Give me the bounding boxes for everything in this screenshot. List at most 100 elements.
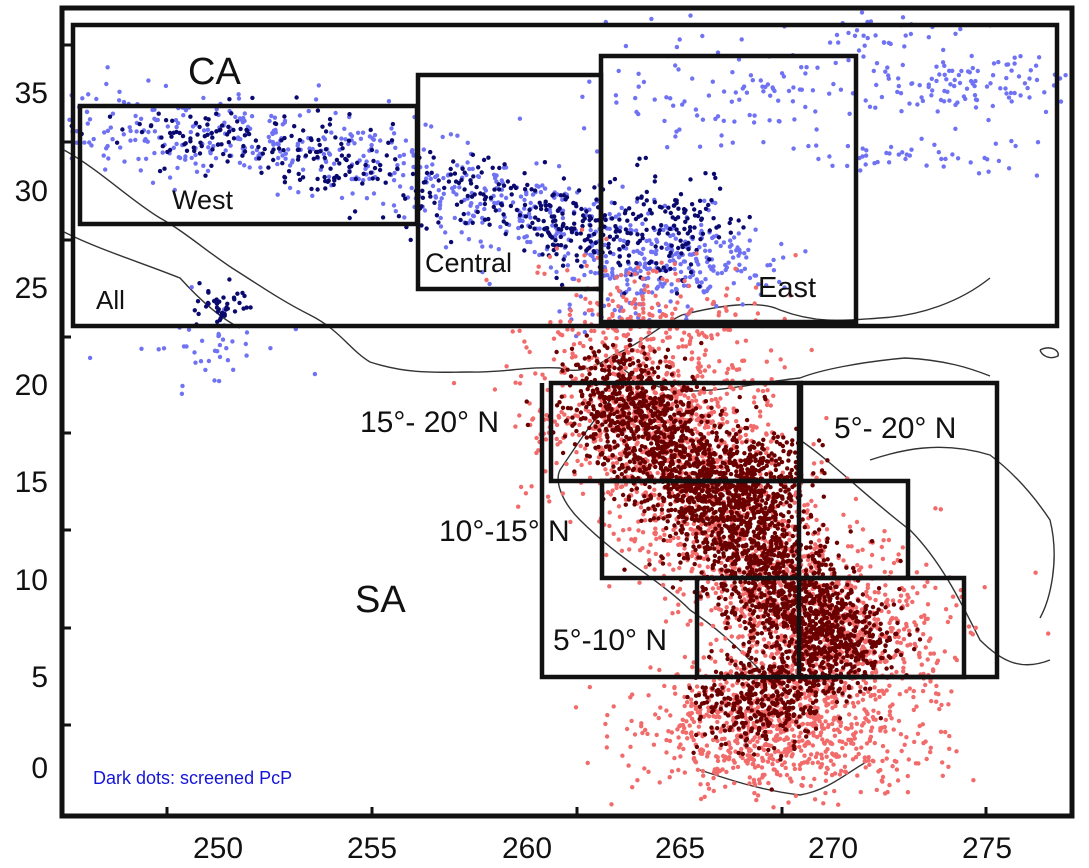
quake-dot xyxy=(286,147,291,152)
quake-dot xyxy=(646,769,651,774)
quake-dot xyxy=(801,775,806,781)
quake-dot xyxy=(803,71,808,76)
quake-dot xyxy=(694,412,699,417)
quake-dot xyxy=(87,140,92,145)
quake-dot xyxy=(326,174,332,179)
quake-dot xyxy=(747,781,752,786)
screened-dot xyxy=(648,408,654,414)
quake-dot xyxy=(855,549,861,554)
screened-dot xyxy=(622,291,627,296)
quake-dot xyxy=(872,678,878,683)
quake-dot xyxy=(748,423,754,429)
quake-dot xyxy=(743,338,749,343)
quake-dot xyxy=(797,734,802,739)
quake-dot xyxy=(841,558,846,563)
screened-dot xyxy=(217,317,222,323)
quake-dot xyxy=(730,255,736,260)
screened-dot xyxy=(716,235,722,240)
quake-dot xyxy=(647,330,652,335)
quake-dot xyxy=(737,262,742,267)
quake-dot xyxy=(771,257,776,263)
quake-dot xyxy=(389,126,394,131)
quake-dot xyxy=(808,697,813,703)
quake-dot xyxy=(711,770,717,775)
screened-dot xyxy=(656,231,661,236)
quake-dot xyxy=(914,704,919,709)
quake-dot xyxy=(900,15,906,20)
quake-dot xyxy=(768,93,773,98)
quake-dot xyxy=(118,145,123,150)
screened-dot xyxy=(327,117,333,122)
quake-dot xyxy=(571,342,577,347)
quake-dot xyxy=(744,90,750,95)
quake-dot xyxy=(138,168,143,173)
quake-dot xyxy=(669,282,674,287)
screened-dot xyxy=(549,214,554,219)
quake-dot xyxy=(705,782,710,787)
quake-dot xyxy=(624,298,629,303)
quake-dot xyxy=(895,89,900,95)
quake-dot xyxy=(682,703,687,709)
quake-dot xyxy=(793,793,798,798)
quake-dot xyxy=(604,236,609,242)
quake-dot xyxy=(752,780,757,785)
screened-dot xyxy=(210,135,215,140)
quake-dot xyxy=(647,238,652,243)
quake-dot xyxy=(87,117,93,122)
screened-dot xyxy=(353,176,359,182)
quake-dot xyxy=(858,789,863,795)
quake-dot xyxy=(883,69,888,74)
quake-dot xyxy=(275,161,280,167)
screened-dot xyxy=(396,214,402,219)
quake-dot xyxy=(850,757,856,762)
screened-dot xyxy=(714,225,719,230)
screened-dot xyxy=(226,140,231,145)
quake-dot xyxy=(709,267,714,272)
quake-dot xyxy=(706,431,711,436)
screened-dot xyxy=(280,161,285,166)
quake-dot xyxy=(699,222,704,228)
screened-dot xyxy=(508,185,514,191)
screened-dot xyxy=(673,198,678,203)
screened-dot xyxy=(300,175,306,180)
quake-dot xyxy=(901,627,907,632)
quake-dot xyxy=(873,33,878,38)
quake-dot xyxy=(667,738,673,744)
quake-dot xyxy=(152,116,157,122)
quake-dot xyxy=(708,524,713,530)
quake-dot xyxy=(697,270,703,275)
quake-dot xyxy=(813,109,818,114)
screened-dot xyxy=(328,166,333,171)
quake-dot xyxy=(731,406,736,411)
quake-dot xyxy=(681,746,686,752)
screened-dot xyxy=(336,175,342,181)
quake-dot xyxy=(656,715,661,721)
screened-dot xyxy=(533,205,539,210)
quake-dot xyxy=(699,280,704,285)
screened-dot xyxy=(658,359,663,364)
screened-dot xyxy=(163,118,169,123)
quake-dot xyxy=(897,599,902,604)
quake-dot xyxy=(289,160,295,165)
quake-dot xyxy=(919,662,924,667)
quake-dot xyxy=(990,103,995,109)
screened-dot xyxy=(297,137,303,143)
quake-dot xyxy=(901,637,907,642)
quake-dot xyxy=(134,129,139,134)
quake-dot xyxy=(665,538,670,543)
quake-dot xyxy=(824,415,829,421)
quake-dot xyxy=(562,412,567,417)
quake-dot xyxy=(746,247,751,253)
quake-dot xyxy=(726,687,731,693)
quake-dot xyxy=(364,196,370,201)
quake-dot xyxy=(778,730,784,735)
quake-dot xyxy=(604,734,610,739)
quake-dot xyxy=(1016,74,1022,79)
quake-dot xyxy=(823,778,829,783)
quake-dot xyxy=(922,620,927,625)
quake-dot xyxy=(401,152,407,157)
quake-dot xyxy=(930,88,935,93)
quake-dot xyxy=(82,140,87,145)
screened-dot xyxy=(107,114,113,119)
screened-dot xyxy=(637,156,642,161)
